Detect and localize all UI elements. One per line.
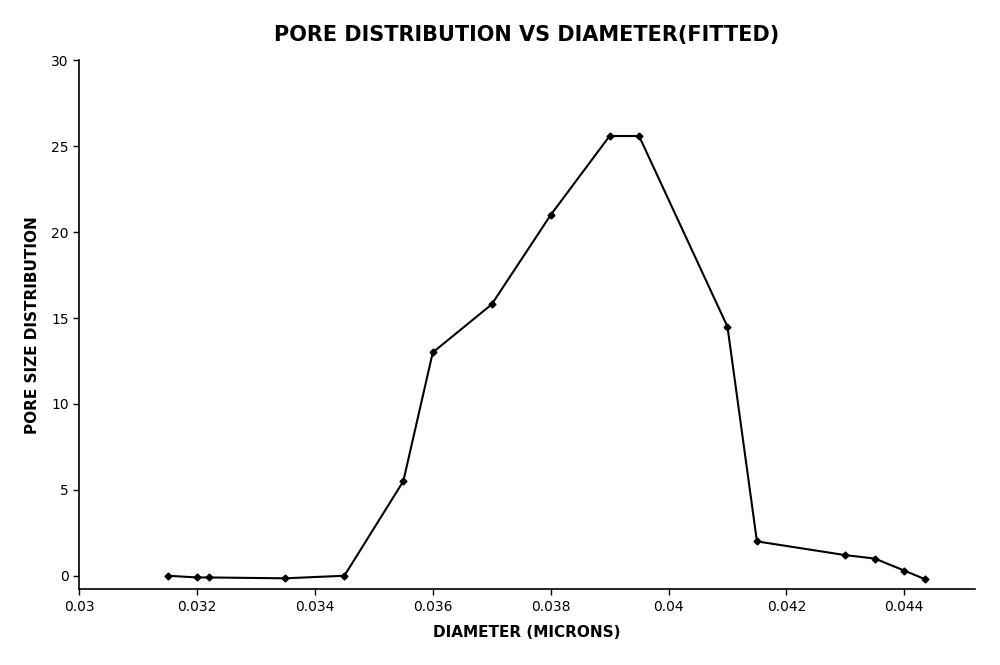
Title: PORE DISTRIBUTION VS DIAMETER(FITTED): PORE DISTRIBUTION VS DIAMETER(FITTED) xyxy=(274,25,780,45)
Y-axis label: PORE SIZE DISTRIBUTION: PORE SIZE DISTRIBUTION xyxy=(25,216,40,434)
X-axis label: DIAMETER (MICRONS): DIAMETER (MICRONS) xyxy=(433,625,621,640)
